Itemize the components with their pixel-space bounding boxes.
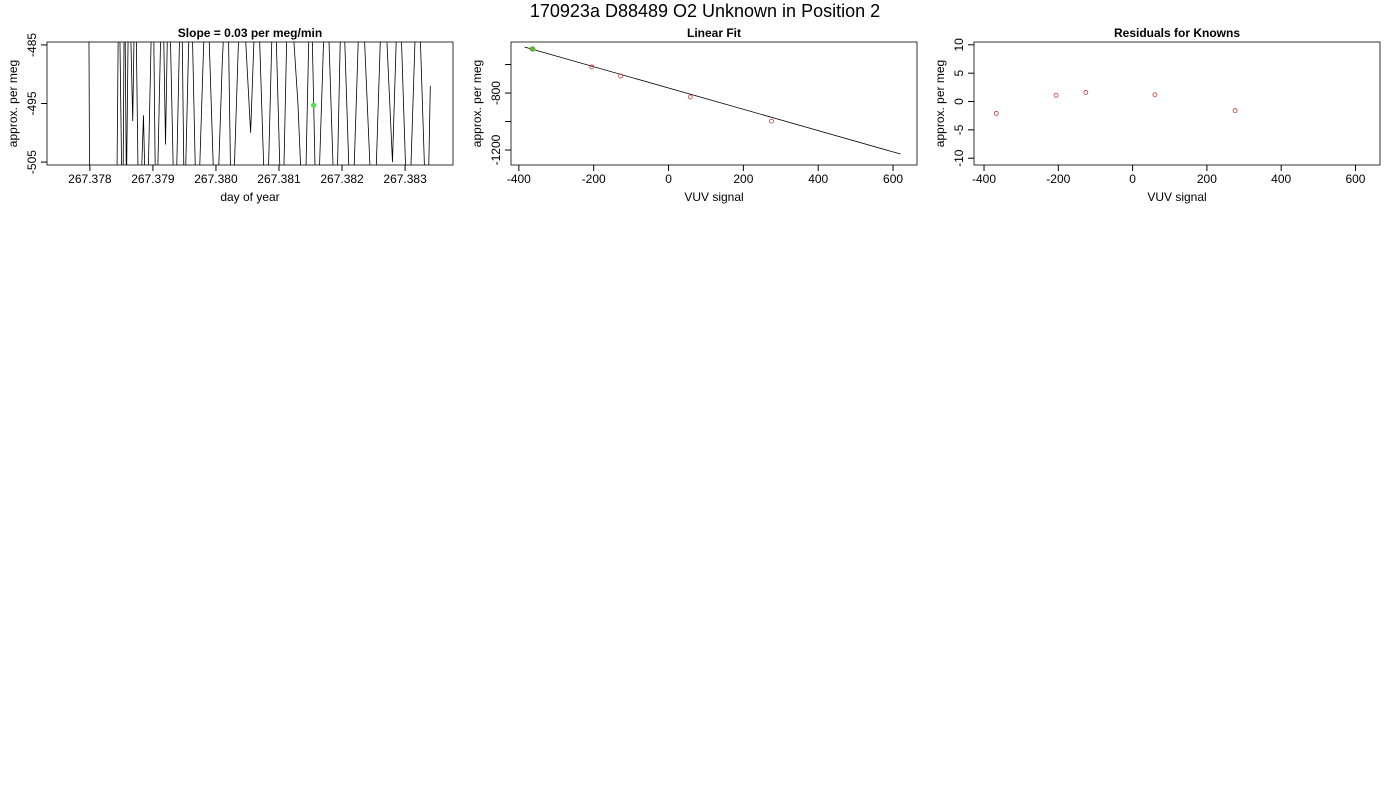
data-point (687, 94, 693, 100)
x-axis-label: VUV signal (1147, 190, 1206, 204)
data-point (1232, 108, 1238, 113)
y-tick-label: 0 (952, 98, 966, 105)
y-axis-label: approx. per meg (6, 60, 20, 147)
data-point (769, 118, 774, 124)
highlight-point (530, 46, 536, 52)
x-tick-label: 267.380 (194, 172, 238, 186)
x-tick-label: -400 (972, 172, 996, 186)
data-point (993, 111, 999, 116)
panel-title: Slope = 0.03 per meg/min (178, 26, 322, 40)
plot-area (524, 46, 901, 155)
x-tick-label: 200 (733, 172, 753, 186)
fit-line (524, 46, 901, 155)
x-tick-label: 400 (1271, 172, 1291, 186)
y-axis-label: approx. per meg (933, 60, 947, 147)
data-point (1152, 92, 1158, 98)
y-tick-label: -5 (952, 124, 966, 135)
x-tick-label: -200 (1046, 172, 1070, 186)
y-tick-label: -495 (25, 91, 39, 115)
main-title: 170923a D88489 O2 Unknown in Position 2 (530, 1, 880, 21)
y-tick-label: -1200 (489, 134, 503, 165)
data-line (88, 42, 431, 165)
y-tick-label: -505 (25, 150, 39, 174)
data-point (618, 73, 624, 79)
x-tick-label: -200 (582, 172, 606, 186)
x-tick-label: 0 (665, 172, 672, 186)
data-point (1083, 90, 1089, 95)
x-tick-label: 200 (1197, 172, 1217, 186)
plot-frame (973, 41, 1381, 166)
y-tick-label: -485 (25, 33, 39, 57)
y-tick-label: 5 (952, 70, 966, 77)
x-tick-label: 600 (1345, 172, 1365, 186)
x-tick-label: 400 (808, 172, 828, 186)
highlight-point (310, 102, 317, 108)
y-axis-label: approx. per meg (470, 60, 484, 147)
y-tick-label: -800 (489, 81, 503, 105)
x-tick-label: -400 (507, 172, 531, 186)
plot-frame (510, 41, 918, 166)
x-tick-label: 267.383 (383, 172, 427, 186)
y-tick-label: 10 (952, 38, 966, 52)
x-tick-label: 267.379 (131, 172, 175, 186)
y-tick-label: -10 (952, 149, 966, 167)
x-tick-label: 267.378 (68, 172, 112, 186)
x-tick-label: 267.382 (320, 172, 364, 186)
x-axis-label: VUV signal (684, 190, 743, 204)
plot-area (88, 42, 431, 165)
plot-area (993, 90, 1238, 116)
data-point (589, 64, 595, 70)
panel-title: Residuals for Knowns (1114, 26, 1240, 40)
x-tick-label: 267.381 (257, 172, 301, 186)
x-tick-label: 600 (883, 172, 903, 186)
panel-title: Linear Fit (687, 26, 741, 40)
x-tick-label: 0 (1129, 172, 1136, 186)
x-axis-label: day of year (220, 190, 279, 204)
data-point (1053, 92, 1059, 98)
